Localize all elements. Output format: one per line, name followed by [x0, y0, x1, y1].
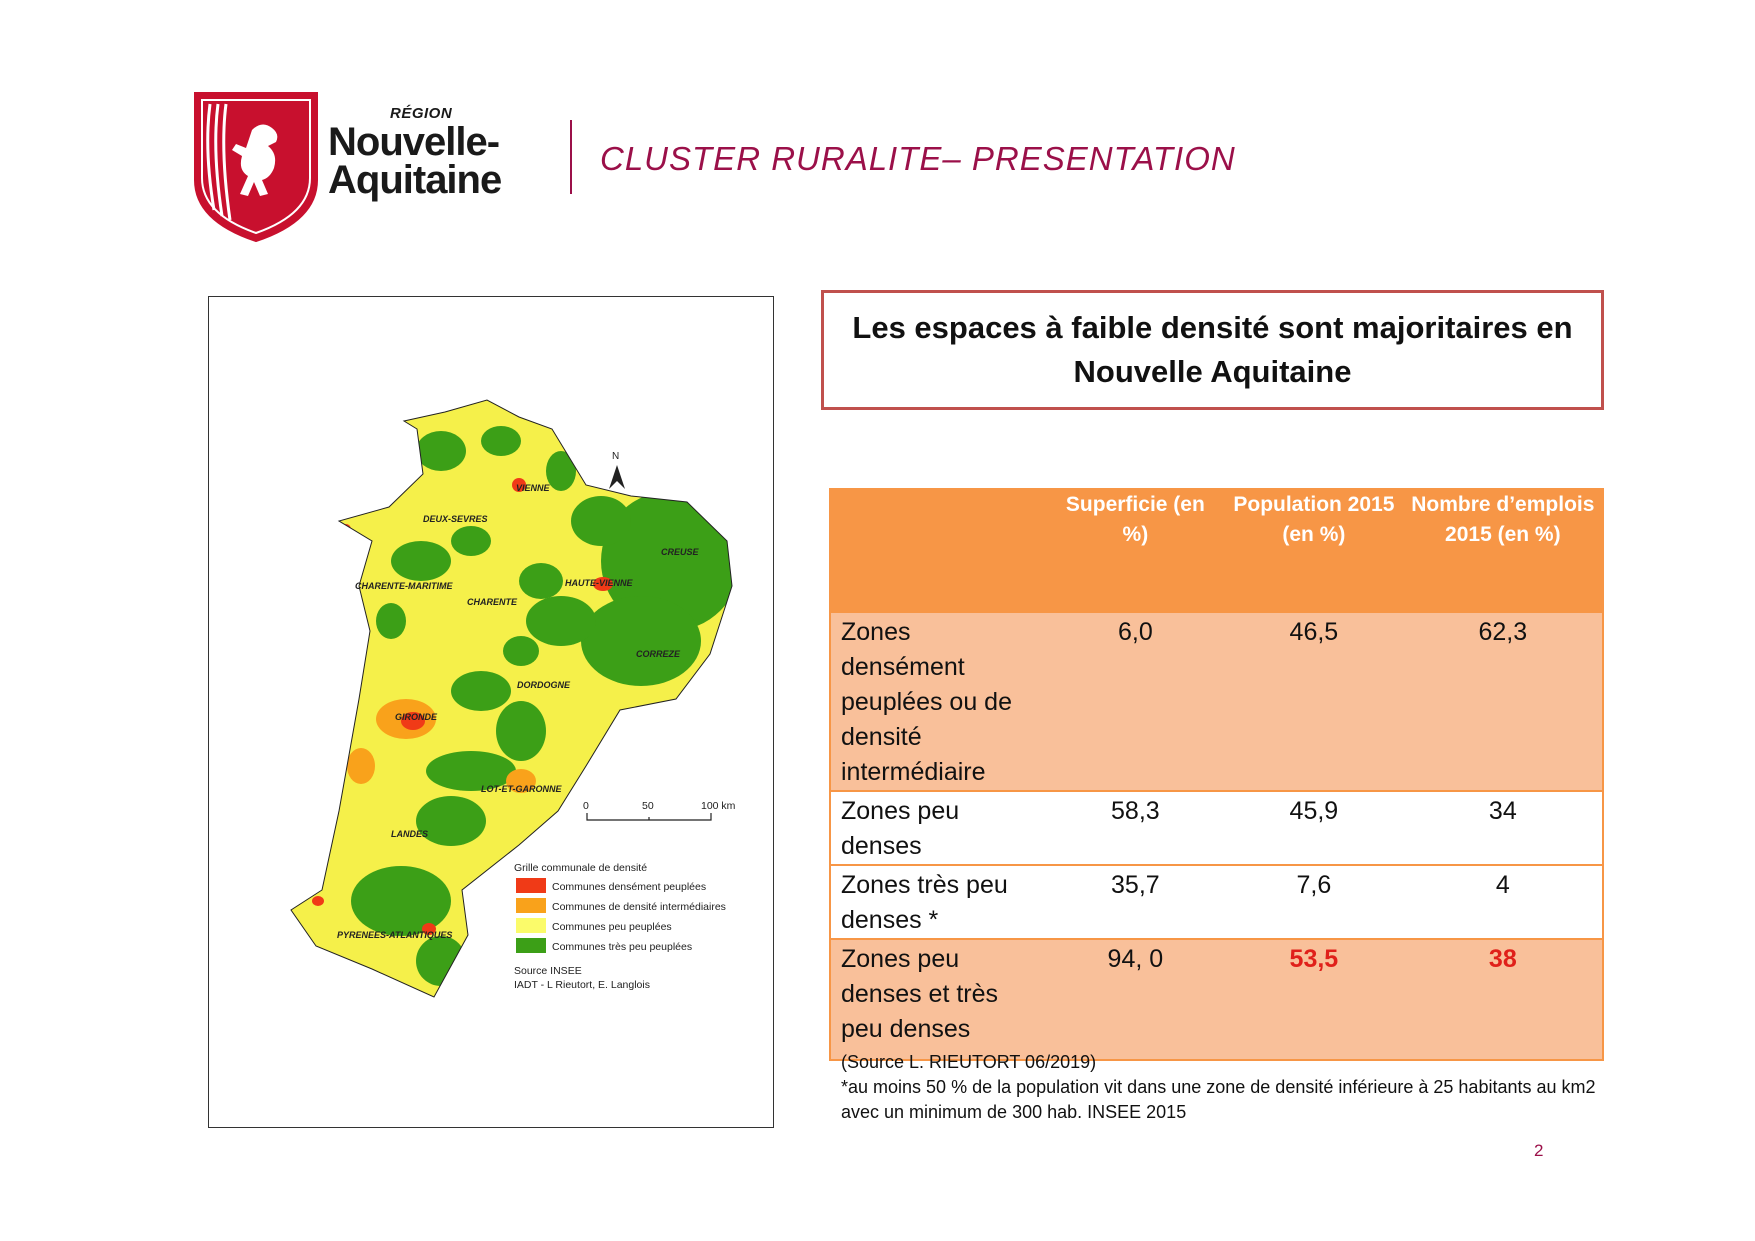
notes: (Source L. RIEUTORT 06/2019) *au moins 5…	[841, 1050, 1601, 1125]
density-table: Superficie (en %) Population 2015 (en %)…	[829, 488, 1604, 1061]
map-canvas: VIENNE DEUX-SEVRES CREUSE CHARENTE-MARIT…	[290, 399, 736, 998]
logo-line-1: Nouvelle-	[328, 120, 500, 164]
region-shield-logo	[194, 92, 318, 242]
cell-highlight: 53,5	[1224, 938, 1404, 1060]
north-arrow-icon: N	[609, 451, 625, 489]
legend-item: Communes densément peuplées	[552, 881, 706, 893]
slide-title: CLUSTER RURALITE– PRESENTATION	[600, 140, 1236, 177]
dept-label: CREUSE	[661, 547, 700, 557]
dept-label: GIRONDE	[395, 712, 438, 722]
row-label: Zones densément peuplées ou de densité i…	[830, 611, 1047, 791]
header-cell: Nombre d’emplois 2015 (en %)	[1403, 489, 1603, 612]
dept-label: CHARENTE	[467, 597, 518, 607]
row-label: Zones peu denses	[830, 790, 1047, 865]
row-label: Zones très peu denses *	[830, 864, 1047, 939]
scale-bar: 0 50 100 km	[583, 800, 736, 821]
dept-label: LOT-ET-GARONNE	[481, 784, 562, 794]
logo-region: RÉGION	[390, 105, 453, 122]
svg-text:0: 0	[583, 800, 589, 812]
logo-line-2: Aquitaine	[328, 158, 502, 202]
cell: 62,3	[1403, 611, 1603, 791]
dept-label: DORDOGNE	[517, 680, 571, 690]
department-labels: VIENNE DEUX-SEVRES CREUSE CHARENTE-MARIT…	[337, 483, 700, 940]
page-number: 2	[1534, 1141, 1544, 1160]
header-divider	[570, 120, 572, 194]
dept-label: VIENNE	[516, 483, 551, 493]
legend-item: Communes peu peuplées	[552, 921, 672, 933]
dept-label: LANDES	[391, 829, 428, 839]
table-row: Zones densément peuplées ou de densité i…	[830, 611, 1603, 791]
legend-authors: IADT - L Rieutort, E. Langlois	[514, 979, 650, 991]
svg-text:N: N	[612, 451, 619, 462]
table-row: Zones très peu denses * 35,7 7,6 4	[830, 864, 1603, 939]
table-row: Zones peu denses et très peu denses 94, …	[830, 938, 1603, 1060]
dept-label: HAUTE-VIENNE	[565, 578, 634, 588]
headline-box: Les espaces à faible densité sont majori…	[821, 290, 1604, 410]
svg-text:100 km: 100 km	[701, 800, 736, 812]
header-cell	[830, 489, 1047, 612]
legend-item: Communes très peu peuplées	[552, 941, 692, 953]
cell: 46,5	[1224, 611, 1404, 791]
header-cell: Superficie (en %)	[1046, 489, 1225, 612]
cell: 94, 0	[1046, 938, 1225, 1060]
legend-title: Grille communale de densité	[514, 862, 647, 874]
cell-highlight: 38	[1403, 938, 1603, 1060]
map-legend: Grille communale de densité Communes den…	[514, 862, 726, 991]
legend-source: Source INSEE	[514, 965, 582, 977]
dept-label: PYRENEES-ATLANTIQUES	[337, 930, 452, 940]
svg-text:50: 50	[642, 800, 654, 812]
dept-label: CHARENTE-MARITIME	[355, 581, 453, 591]
table-row: Zones peu denses 58,3 45,9 34	[830, 790, 1603, 865]
cell: 58,3	[1046, 790, 1225, 865]
header-cell: Population 2015 (en %)	[1224, 489, 1404, 612]
cell: 6,0	[1046, 611, 1225, 791]
dept-label: CORREZE	[636, 649, 681, 659]
footnote: *au moins 50 % de la population vit dans…	[841, 1077, 1596, 1122]
dept-label: DEUX-SEVRES	[423, 514, 488, 524]
row-label: Zones peu denses et très peu denses	[830, 938, 1047, 1060]
cell: 34	[1403, 790, 1603, 865]
cell: 7,6	[1224, 864, 1404, 939]
density-map: VIENNE DEUX-SEVRES CREUSE CHARENTE-MARIT…	[208, 296, 774, 1128]
map-region	[291, 400, 732, 997]
table-header: Superficie (en %) Population 2015 (en %)…	[830, 489, 1603, 612]
cell: 35,7	[1046, 864, 1225, 939]
cell: 45,9	[1224, 790, 1404, 865]
source-note: (Source L. RIEUTORT 06/2019)	[841, 1052, 1097, 1072]
legend-item: Communes de densité intermédiaires	[552, 901, 726, 913]
cell: 4	[1403, 864, 1603, 939]
